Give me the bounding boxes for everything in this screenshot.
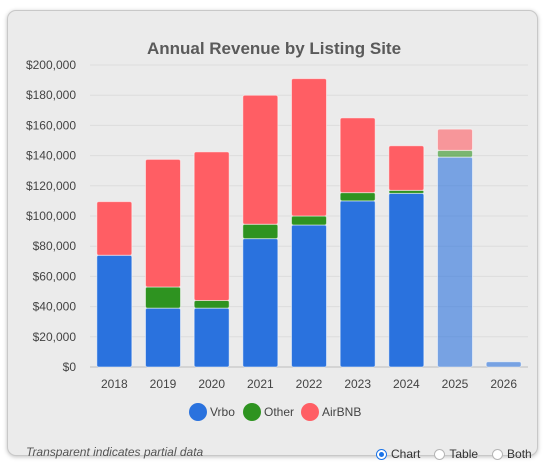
y-tick-label: $200,000	[26, 58, 76, 72]
y-tick-label: $120,000	[26, 179, 76, 193]
bar-other-2023	[339, 192, 376, 202]
bar-other-2025	[437, 149, 473, 158]
y-tick-label: $80,000	[33, 239, 77, 253]
view-options: Chart Table Both	[376, 447, 532, 461]
y-axis: $0 $20,000 $40,000 $60,000 $80,000 $100,000 $1…	[26, 58, 76, 374]
bar-other-2021	[242, 223, 279, 240]
bar-airbnb-2019	[145, 158, 181, 288]
table-radio[interactable]	[434, 448, 446, 460]
view-option-chart-label: Chart	[391, 447, 421, 461]
bar-airbnb-2023	[339, 117, 376, 194]
x-tick-label: 2020	[198, 377, 225, 391]
legend-label-airbnb: AirBNB	[322, 405, 361, 419]
bar-vrbo-2019	[145, 307, 181, 368]
bar-vrbo-2020	[193, 307, 230, 368]
bar-airbnb-2022	[291, 78, 327, 217]
y-tick-label: $160,000	[26, 118, 76, 132]
x-tick-label: 2025	[442, 377, 469, 391]
bar-vrbo-2022	[291, 224, 327, 368]
x-axis: 2018 2019 2020 2021 2022 2023 2024 2025 2026	[101, 377, 517, 391]
bar-vrbo-2024	[388, 192, 425, 368]
bar-vrbo-2021	[242, 238, 279, 368]
legend-label-vrbo: Vrbo	[210, 405, 235, 419]
revenue-chart: Annual Revenue by Listing Site $0 $20,000…	[26, 39, 528, 421]
bar-other-2019	[145, 286, 181, 309]
legend-swatch-other	[243, 403, 261, 421]
y-tick-label: $180,000	[26, 88, 76, 102]
view-option-chart[interactable]: Chart	[376, 447, 420, 461]
x-tick-label: 2023	[344, 377, 371, 391]
x-tick-label: 2026	[490, 377, 517, 391]
x-tick-label: 2018	[101, 377, 128, 391]
x-tick-label: 2019	[150, 377, 177, 391]
y-tick-label: $100,000	[26, 209, 76, 223]
legend-swatch-airbnb	[301, 403, 319, 421]
bar-other-2022	[291, 215, 327, 226]
bar-vrbo-2018	[96, 254, 133, 368]
y-tick-label: $60,000	[33, 269, 77, 283]
y-tick-label: $0	[63, 360, 77, 374]
bar-airbnb-2024	[388, 145, 425, 191]
legend-label-other: Other	[264, 405, 294, 419]
legend: Vrbo Other AirBNB	[189, 403, 361, 421]
view-option-both[interactable]: Both	[492, 447, 532, 461]
bar-airbnb-2025	[437, 128, 473, 151]
bars	[96, 78, 522, 368]
view-option-table[interactable]: Table	[434, 447, 478, 461]
y-tick-label: $20,000	[33, 330, 77, 344]
y-tick-label: $40,000	[33, 300, 77, 314]
bar-vrbo-2023	[339, 200, 376, 368]
view-option-table-label: Table	[449, 447, 479, 461]
partial-data-note: Transparent indicates partial data	[26, 445, 204, 459]
chart-title: Annual Revenue by Listing Site	[147, 39, 401, 58]
bar-airbnb-2018	[96, 201, 133, 256]
bar-other-2020	[193, 300, 230, 309]
bar-airbnb-2021	[242, 94, 279, 225]
chart-card: Annual Revenue by Listing Site $0 $20,000…	[7, 10, 538, 461]
view-option-both-label: Both	[507, 447, 532, 461]
bar-airbnb-2020	[193, 151, 230, 302]
x-tick-label: 2022	[296, 377, 323, 391]
x-tick-label: 2021	[247, 377, 274, 391]
x-tick-label: 2024	[393, 377, 420, 391]
bar-vrbo-2026	[485, 361, 522, 368]
bar-vrbo-2025	[437, 156, 473, 368]
y-tick-label: $140,000	[26, 149, 76, 163]
both-radio[interactable]	[492, 448, 504, 460]
legend-swatch-vrbo	[189, 403, 207, 421]
chart-radio[interactable]	[376, 448, 387, 460]
